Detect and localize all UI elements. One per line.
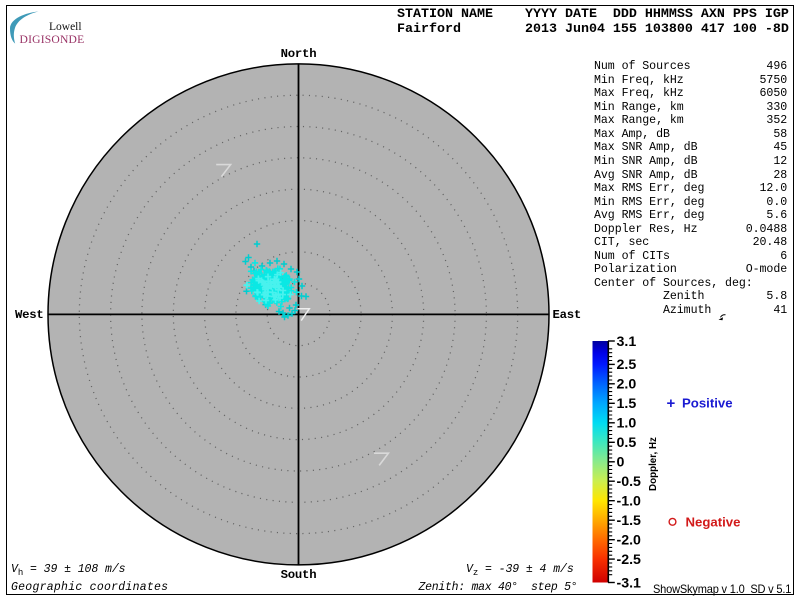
svg-text:Negative: Negative xyxy=(686,515,741,530)
svg-text:0.5: 0.5 xyxy=(617,435,637,451)
svg-text:2.0: 2.0 xyxy=(617,377,637,393)
svg-text:Doppler, Hz: Doppler, Hz xyxy=(648,437,659,491)
svg-text:3.1: 3.1 xyxy=(617,334,637,350)
svg-text:-3.1: -3.1 xyxy=(617,575,642,591)
svg-text:2.5: 2.5 xyxy=(617,357,637,373)
svg-text:-2.0: -2.0 xyxy=(617,533,642,549)
svg-text:0: 0 xyxy=(617,455,625,471)
svg-text:-1.0: -1.0 xyxy=(617,494,642,510)
svg-text:+: + xyxy=(667,395,676,412)
svg-text:Positive: Positive xyxy=(682,396,733,411)
svg-text:-2.5: -2.5 xyxy=(617,552,642,568)
svg-text:-0.5: -0.5 xyxy=(617,474,642,490)
svg-text:1.0: 1.0 xyxy=(617,416,637,432)
svg-text:1.5: 1.5 xyxy=(617,396,637,412)
svg-text:-1.5: -1.5 xyxy=(617,513,642,529)
